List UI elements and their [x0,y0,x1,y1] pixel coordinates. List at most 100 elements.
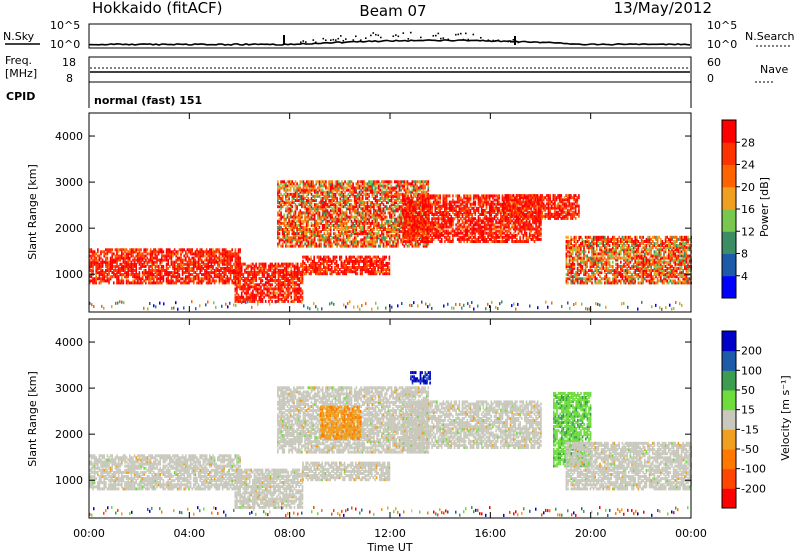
scatter-cell [288,262,291,266]
scatter-cell [169,271,171,275]
scatter-cell [452,217,454,221]
scatter-cell [437,237,440,241]
scatter-cell [373,182,375,186]
scatter-cell [106,269,109,272]
scatter-cell [109,275,112,279]
scatter-cell [411,180,414,184]
scatter-cell [350,215,353,219]
scatter-cell [234,260,237,264]
scatter-cell [424,211,427,214]
scatter-cell [156,250,158,254]
scatter-cell [297,219,300,223]
scatter-cell [130,264,133,268]
scatter-cell [349,188,351,192]
scatter-cell [287,295,289,299]
scatter-cell [345,182,348,186]
scatter-cell [333,203,335,207]
scatter-cell [445,200,448,204]
scatter-cell [334,188,337,192]
scatter-cell [382,268,384,272]
scatter-cell [427,180,430,184]
scatter-cell [393,180,396,184]
scatter-cell [161,256,163,260]
scatter-cell [125,275,128,279]
scatter-cell [111,254,113,258]
scatter-cell [247,295,249,299]
scatter-cell [140,281,142,285]
scatter-cell [350,211,353,215]
scatter-cell [371,215,374,219]
scatter-cell [197,260,200,264]
scatter-cell [357,180,359,184]
scatter-cell [365,207,367,211]
scatter-cell [341,223,343,227]
scatter-cell [170,252,173,256]
scatter-cell [280,205,282,209]
scatter-cell [283,213,286,217]
scatter-cell [374,236,377,240]
scatter-cell [357,194,359,198]
scatter-cell [225,277,227,281]
scatter-cell [310,209,313,213]
scatter-cell [414,182,417,186]
scatter-cell [339,196,342,200]
scatter-cell [93,256,96,260]
scatter-cell [289,192,292,196]
scatter-cell [289,213,292,217]
scatter-cell [336,196,338,200]
scatter-cell [272,268,275,272]
scatter-cell [89,262,91,266]
scatter-cell [368,225,370,229]
scatter-cell [361,182,364,186]
scatter-cell [413,200,416,204]
scatter-cell [326,263,328,267]
scatter-cell [383,272,386,276]
scatter-cell [416,186,418,190]
scatter-cell [436,221,438,225]
scatter-cell [310,215,313,219]
scatter-cell [300,289,302,293]
scatter-cell [460,235,462,239]
scatter-cell [410,229,413,233]
scatter-cell [415,215,417,219]
scatter-cell [442,225,445,229]
scatter-cell [159,271,161,275]
scatter-cell [321,188,324,192]
scatter-cell [92,260,94,264]
scatter-cell [455,206,457,210]
scatter-cell [321,272,323,276]
scatter-cell [335,255,338,259]
scatter-cell [366,213,369,217]
scatter-cell [320,190,322,194]
scatter-cell [424,227,427,231]
scatter-cell [331,261,333,265]
scatter-cell [289,238,292,242]
scatter-cell [178,256,181,260]
scatter-cell [373,232,375,236]
scatter-cell [237,260,240,264]
scatter-cell [397,230,399,234]
scatter-cell [381,194,383,198]
scatter-cell [167,254,169,258]
scatter-cell [239,270,241,274]
scatter-cell [410,215,413,219]
scatter-cell [369,203,372,207]
scatter-cell [228,279,230,283]
scatter-cell [442,217,445,221]
scatter-cell [217,275,219,279]
scatter-cell [170,277,173,281]
scatter-cell [169,248,171,252]
scatter-cell [264,262,267,266]
scatter-cell [405,221,408,225]
scatter-cell [321,209,324,213]
scatter-cell [377,180,380,184]
scatter-cell [432,223,435,227]
scatter-cell [108,264,110,268]
scatter-cell [374,242,377,246]
scatter-cell [301,236,303,240]
scatter-cell [305,234,308,238]
scatter-cell [116,252,118,256]
scatter-cell [382,213,385,217]
scatter-cell [413,215,416,219]
scatter-cell [323,259,325,263]
